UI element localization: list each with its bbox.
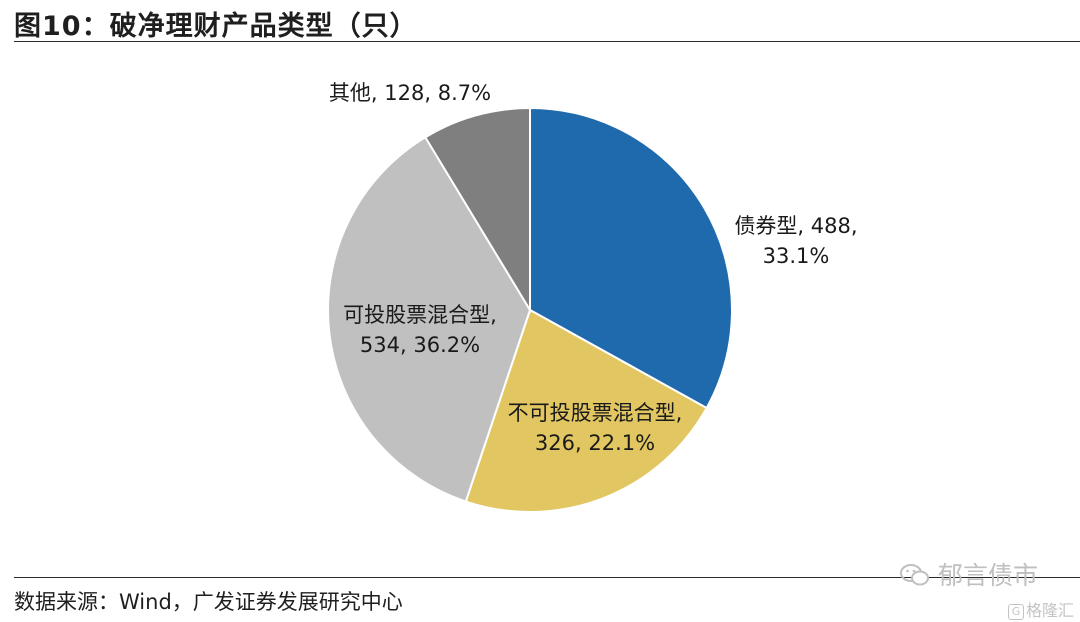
pie-slice-1 <box>464 308 708 513</box>
watermark-small: G 格隆汇 <box>1008 597 1074 621</box>
watermark-main-text: 郁言债市 <box>937 561 1038 590</box>
slice-label-3: 其他, 128, 8.7% <box>329 81 491 105</box>
top-rule <box>14 41 1080 42</box>
slice-label-0: 债券型, 488, 33.1% <box>734 214 857 268</box>
watermark-main: 郁言债市 <box>900 556 1038 592</box>
wechat-icon <box>900 564 929 586</box>
slice-label-2: 可投股票混合型, 534, 36.2% <box>343 303 497 357</box>
watermark-small-text: 格隆汇 <box>1026 601 1075 620</box>
pie-slice-3 <box>423 106 531 314</box>
source-note: 数据来源：Wind，广发证券发展研究中心 <box>14 590 403 614</box>
gelonghui-icon: G <box>1008 604 1024 620</box>
pie-chart: 债券型, 488, 33.1% 不可投股票混合型, 326, 22.1%可投股票混合型… <box>327 81 858 513</box>
pie-slice-0 <box>529 106 733 410</box>
chart-title: 图10：破净理财产品类型（只） <box>14 11 418 42</box>
slice-label-1: 不可投股票混合型, 326, 22.1% <box>508 401 683 455</box>
bottom-rule <box>14 577 1080 578</box>
